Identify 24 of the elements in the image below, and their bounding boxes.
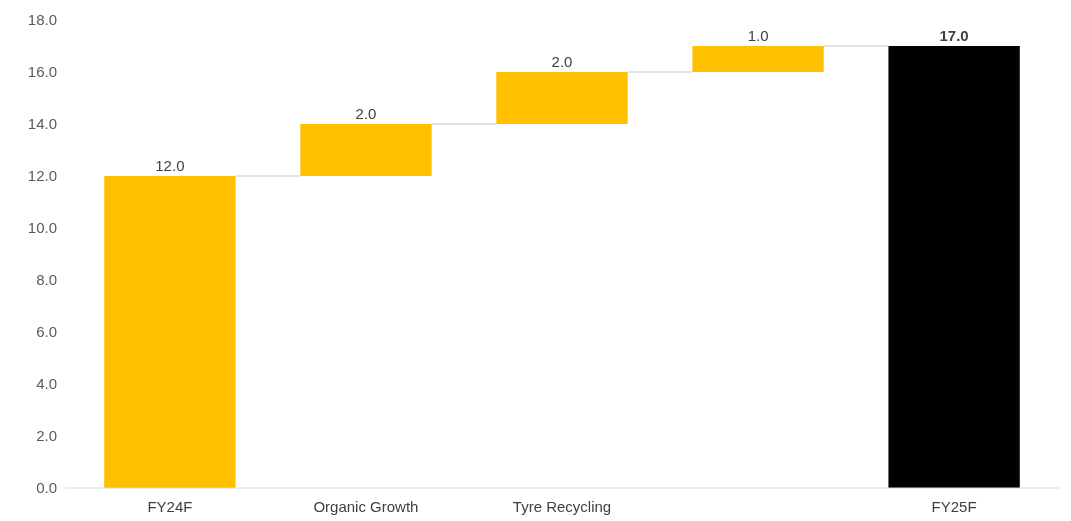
data-label: 17.0: [939, 27, 969, 44]
y-tick-label: 4.0: [36, 375, 57, 393]
x-tick-label: Organic Growth: [313, 498, 419, 515]
bar: [496, 72, 628, 124]
y-tick-label: 0.0: [36, 479, 57, 497]
x-tick-label: Tyre Recycling: [512, 498, 612, 515]
data-label: 1.0: [747, 27, 769, 44]
data-label: 2.0: [551, 53, 573, 70]
y-tick-label: 18.0: [27, 11, 57, 29]
x-tick-label: FY24F: [147, 498, 193, 515]
data-label: 2.0: [355, 105, 377, 122]
y-tick-label: 16.0: [27, 63, 57, 81]
bar: [692, 46, 824, 72]
x-tick-label: FY25F: [931, 498, 977, 515]
bar: [104, 176, 236, 488]
y-tick-label: 14.0: [27, 115, 57, 133]
y-tick-label: 8.0: [36, 271, 57, 289]
y-tick-label: 2.0: [36, 427, 57, 445]
data-label: 12.0: [155, 157, 185, 174]
bar: [888, 46, 1020, 488]
y-tick-label: 10.0: [27, 219, 57, 237]
bar: [300, 124, 432, 176]
y-tick-label: 12.0: [27, 167, 57, 185]
y-tick-label: 6.0: [36, 323, 57, 341]
